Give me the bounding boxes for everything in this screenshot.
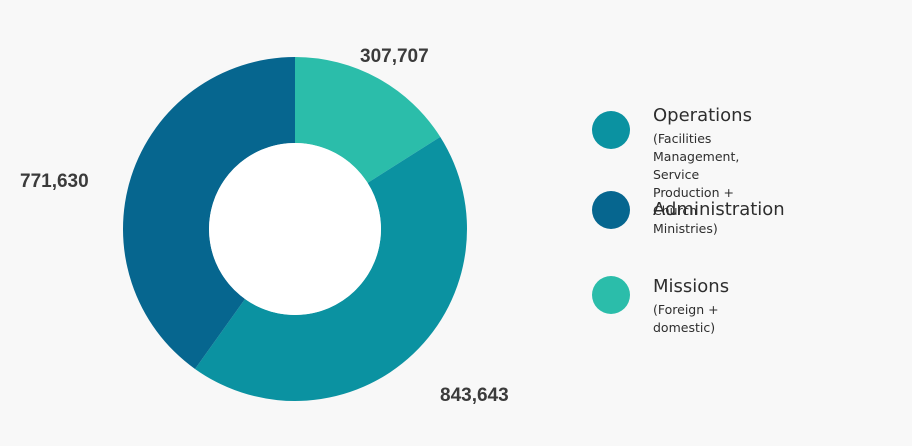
- slice-operations: [195, 136, 467, 402]
- slice-missions: [295, 57, 441, 183]
- legend-sublabel-missions: (Foreign + domestic): [653, 302, 719, 335]
- data-label-operations: 843,643: [440, 385, 509, 406]
- data-label-missions: 307,707: [360, 46, 429, 67]
- legend-label-administration: Administration: [653, 199, 785, 220]
- donut-hole: [209, 143, 381, 315]
- legend-swatch-missions: [592, 276, 630, 314]
- data-label-administration: 771,630: [20, 171, 89, 192]
- legend-label-missions: Missions: [653, 276, 730, 297]
- legend-swatch-administration: [592, 191, 630, 229]
- slice-administration: [123, 57, 296, 369]
- legend-label-operations: Operations: [653, 105, 752, 126]
- legend-sublabel-operations: (Facilities Management, Service Producti…: [653, 131, 740, 236]
- legend-swatch-operations: [592, 111, 630, 149]
